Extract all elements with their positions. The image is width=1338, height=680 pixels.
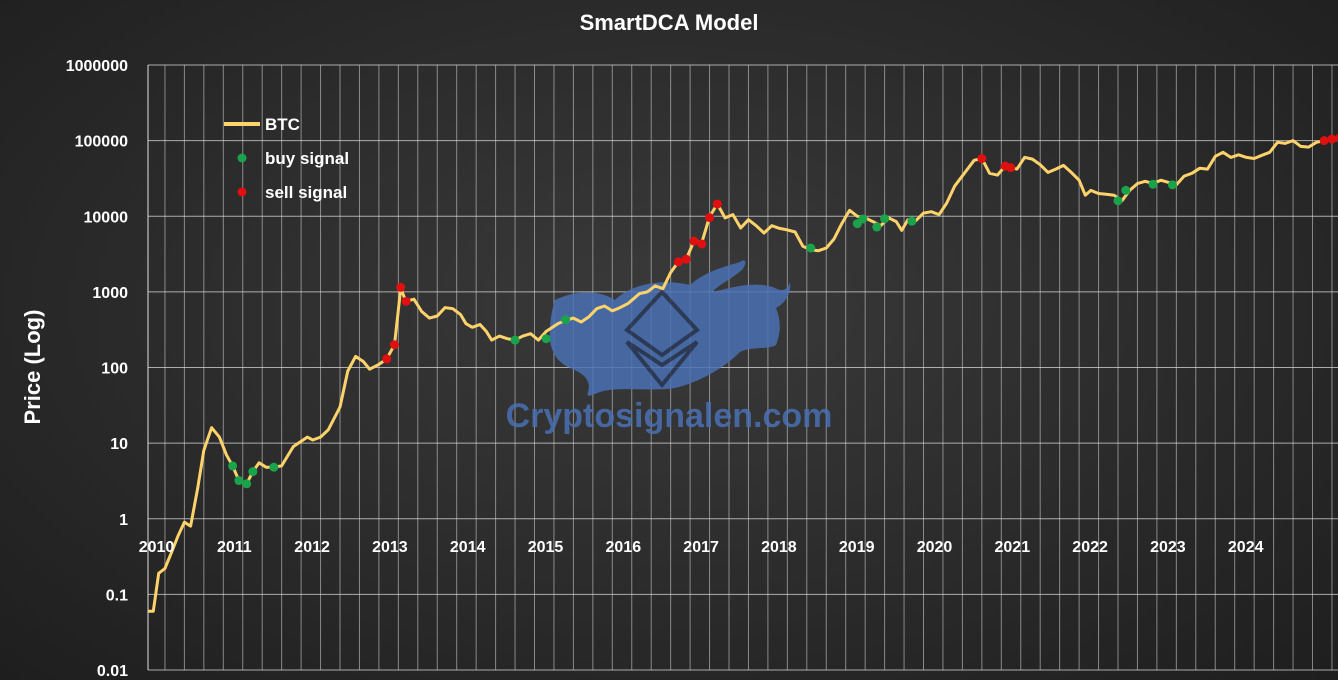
legend-item-sell: sell signal [237, 183, 347, 202]
buy-signal-point [248, 467, 258, 477]
legend-buy-swatch [237, 153, 247, 163]
x-tick-label: 2019 [839, 539, 875, 556]
watermark: Cryptosignalen.com [506, 260, 833, 435]
y-tick-label: 1000000 [66, 58, 128, 75]
sell-signal-point [1006, 163, 1016, 173]
buy-signal-point [269, 462, 279, 472]
y-tick-label: 0.1 [106, 587, 128, 604]
buy-signal-point [234, 476, 244, 486]
buy-signal-point [872, 222, 882, 232]
x-tick-label: 2020 [917, 539, 953, 556]
bull-ethereum-logo-icon [549, 260, 791, 396]
y-tick-label: 10 [110, 436, 128, 453]
sell-signal-point [681, 254, 691, 264]
signals-layer [228, 133, 1338, 489]
sell-signal-point [1335, 133, 1338, 143]
sell-signal-point [712, 199, 722, 209]
y-tick-label: 1000 [92, 285, 128, 302]
sell-signal-point [389, 340, 399, 350]
buy-signal-point [806, 243, 816, 253]
legend-buy-label: buy signal [265, 149, 349, 168]
legend-item-btc: BTC [224, 115, 300, 134]
x-tick-label: 2021 [995, 539, 1031, 556]
legend-sell-label: sell signal [265, 183, 347, 202]
x-tick-label: 2011 [217, 539, 252, 556]
buy-signal-point [541, 334, 551, 344]
buy-signal-point [242, 479, 252, 489]
x-tick-label: 2015 [528, 539, 564, 556]
x-tick-label: 2024 [1228, 539, 1264, 556]
sell-signal-point [396, 282, 406, 292]
watermark-text: Cryptosignalen.com [506, 397, 833, 435]
sell-signal-point [1327, 134, 1337, 144]
buy-signal-point [228, 461, 238, 471]
x-tick-label: 2013 [372, 539, 408, 556]
legend-sell-swatch [237, 187, 247, 197]
buy-signal-point [561, 315, 571, 325]
x-tick-label: 2014 [450, 539, 486, 556]
y-tick-label: 100000 [75, 134, 128, 151]
sell-signal-point [705, 213, 715, 223]
legend-btc-label: BTC [265, 115, 300, 134]
buy-signal-point [1167, 180, 1177, 190]
y-tick-labels: 1000000 100000 10000 1000 100 10 1 0.1 0.01 [66, 58, 128, 680]
x-tick-label: 2023 [1150, 539, 1186, 556]
buy-signal-point [858, 214, 868, 224]
x-tick-label: 2017 [683, 539, 719, 556]
x-tick-label: 2018 [761, 539, 797, 556]
y-tick-label: 10000 [84, 209, 129, 226]
legend-item-buy: buy signal [237, 149, 349, 168]
y-tick-label: 1 [119, 512, 128, 529]
sell-signal-point [1319, 136, 1329, 146]
buy-signal-point [907, 216, 917, 226]
x-tick-label: 2010 [139, 539, 175, 556]
x-tick-label: 2016 [606, 539, 642, 556]
sell-signal-point [689, 236, 699, 246]
y-axis-label: Price (Log) [20, 310, 45, 425]
x-tick-label: 2022 [1072, 539, 1108, 556]
x-tick-labels: 2010 2011 2012 2013 2014 2015 2016 2017 2018 2019… [139, 539, 1264, 556]
y-tick-label: 100 [101, 361, 128, 378]
sell-signal-point [382, 354, 392, 364]
x-tick-label: 2012 [294, 539, 330, 556]
buy-signal-point [1121, 185, 1131, 195]
sell-signal-point [673, 257, 683, 267]
chart-title: SmartDCA Model [580, 10, 759, 35]
sell-signal-point [977, 154, 987, 164]
y-tick-label: 0.01 [97, 663, 128, 680]
buy-signal-point [1113, 196, 1123, 206]
buy-signal-point [880, 214, 890, 224]
sell-signal-point [401, 296, 411, 306]
legend: BTC buy signal sell signal [224, 115, 349, 202]
buy-signal-point [510, 335, 520, 345]
sell-signal-point [697, 239, 707, 249]
grid [147, 64, 1338, 671]
buy-signal-point [1148, 179, 1158, 189]
